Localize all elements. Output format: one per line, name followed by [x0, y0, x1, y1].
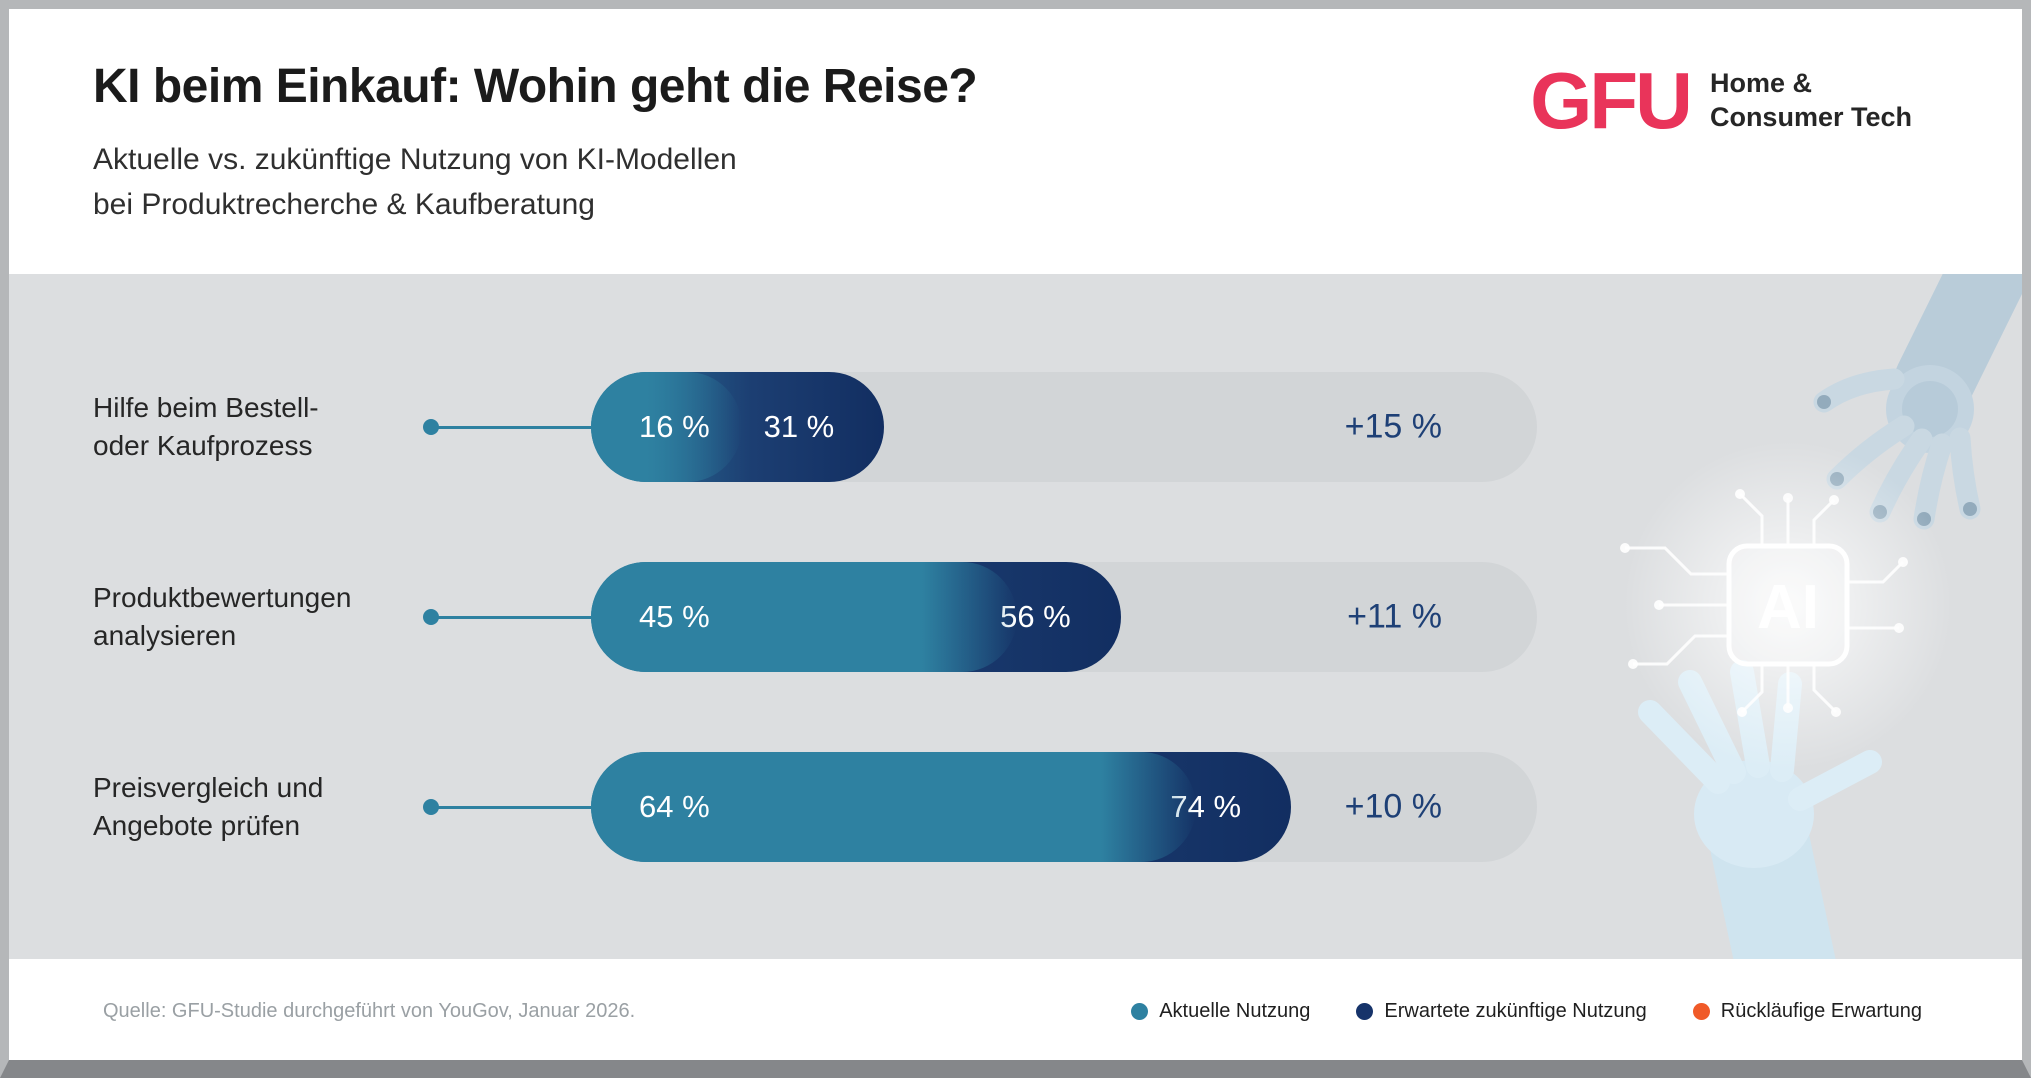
header: KI beim Einkauf: Wohin geht die Reise? A…	[9, 9, 2022, 274]
leader	[423, 419, 591, 435]
leader-dot-icon	[423, 799, 439, 815]
source-note: Quelle: GFU-Studie durchgeführt von YouG…	[103, 1000, 636, 1022]
category-label-line-2: oder Kaufprozess	[93, 430, 313, 461]
subtitle-line-1: Aktuelle vs. zukünftige Nutzung von KI-M…	[93, 143, 737, 176]
gfu-logo: GFU Home & Consumer Tech	[1530, 61, 1912, 141]
chart-rows: Hilfe beim Bestell- oder Kaufprozess 31 …	[9, 274, 2022, 902]
logo-tagline-line-1: Home &	[1709, 68, 1812, 99]
legend-item: Erwartete zukünftige Nutzung	[1356, 1000, 1647, 1023]
category-label-line-1: Hilfe beim Bestell-	[93, 392, 319, 424]
delta-value: +10 %	[1344, 787, 1442, 826]
page-title: KI beim Einkauf: Wohin geht die Reise?	[93, 60, 978, 113]
legend-dot-icon	[1131, 1003, 1149, 1020]
leader	[423, 799, 591, 815]
leader-line	[431, 425, 591, 429]
category-label-line-1: Produktbewertungen	[93, 582, 352, 614]
bar-track: 56 % 45 % +11 %	[591, 562, 1537, 672]
leader-line	[431, 615, 591, 619]
gfu-logo-tagline: Home & Consumer Tech	[1710, 67, 1912, 135]
bar-track: 31 % 16 % +15 %	[591, 372, 1537, 482]
legend-dot-icon	[1356, 1003, 1374, 1020]
chart-row: Produktbewertungen analysieren 56 % 45 %…	[93, 522, 2022, 712]
category-label: Preisvergleich und Angebote prüfen	[93, 769, 423, 845]
legend-item: Rückläufige Erwartung	[1692, 1000, 1922, 1023]
current-usage-bar: 64 %	[591, 752, 1197, 862]
bar-track: 74 % 64 % +10 %	[591, 752, 1537, 862]
category-label-line-2: Angebote prüfen	[93, 810, 301, 841]
logo-tagline-line-2: Consumer Tech	[1709, 102, 1912, 132]
page-subtitle: Aktuelle vs. zukünftige Nutzung von KI-M…	[93, 137, 737, 227]
current-usage-value: 45 %	[639, 599, 710, 634]
delta-value: +11 %	[1347, 597, 1442, 636]
legend-dot-icon	[1692, 1003, 1710, 1020]
chart-row: Preisvergleich und Angebote prüfen 74 % …	[93, 712, 2022, 902]
leader	[423, 609, 591, 625]
legend: Aktuelle Nutzung Erwartete zukünftige Nu…	[1131, 1000, 1922, 1023]
chart-section: AI Hilfe beim Bestell- oder Kaufprozess …	[9, 274, 2022, 959]
gfu-logo-text: GFU	[1530, 56, 1693, 145]
category-label-line-2: analysieren	[93, 620, 237, 651]
subtitle-line-2: bei Produktrecherche & Kaufberatung	[93, 188, 595, 221]
legend-label: Rückläufige Erwartung	[1720, 1000, 1922, 1022]
delta-value: +15 %	[1344, 407, 1442, 446]
current-usage-value: 64 %	[639, 789, 710, 824]
current-usage-value: 16 %	[639, 409, 710, 444]
leader-dot-icon	[423, 609, 439, 625]
current-usage-bar: 45 %	[591, 562, 1017, 672]
current-usage-bar: 16 %	[591, 372, 743, 482]
footer: Quelle: GFU-Studie durchgeführt von YouG…	[9, 959, 2022, 1060]
leader-dot-icon	[423, 419, 439, 435]
category-label: Hilfe beim Bestell- oder Kaufprozess	[93, 389, 423, 465]
leader-line	[431, 805, 591, 809]
category-label: Produktbewertungen analysieren	[93, 579, 423, 655]
category-label-line-1: Preisvergleich und	[93, 772, 324, 804]
future-usage-value: 31 %	[763, 409, 835, 444]
chart-row: Hilfe beim Bestell- oder Kaufprozess 31 …	[93, 332, 2022, 522]
legend-item: Aktuelle Nutzung	[1131, 1000, 1310, 1023]
legend-label: Aktuelle Nutzung	[1159, 1000, 1311, 1022]
legend-label: Erwartete zukünftige Nutzung	[1384, 1000, 1647, 1022]
